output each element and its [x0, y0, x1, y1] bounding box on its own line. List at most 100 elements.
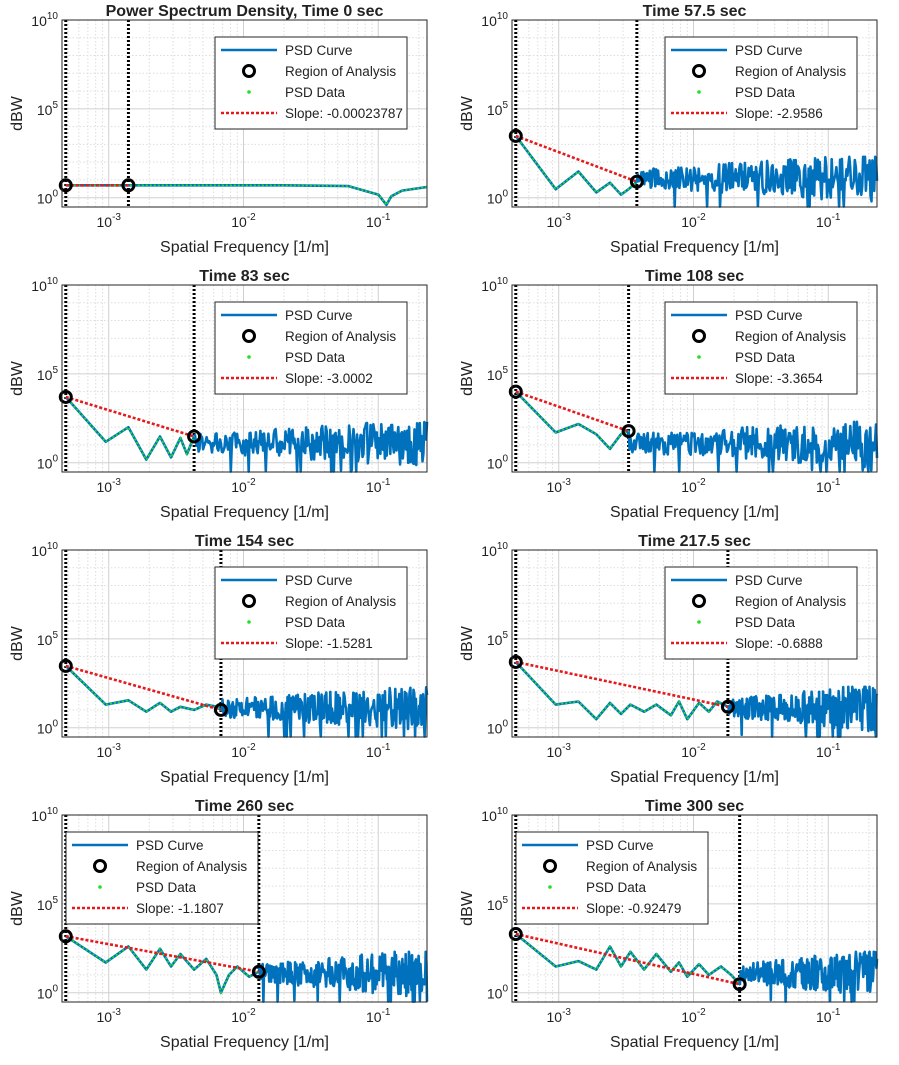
y-tick-label-exp: 5: [502, 100, 508, 111]
y-tick-label-exp: 5: [502, 895, 508, 906]
y-tick-label-base: 10: [37, 367, 53, 383]
legend-entry: PSD Data: [735, 350, 796, 365]
x-tick-label: 10-3: [546, 742, 571, 760]
x-tick-label-exp: -2: [697, 477, 706, 488]
x-tick-label-base: 10: [366, 1009, 382, 1025]
region-start-marker: [58, 178, 73, 193]
legend-data-swatch: [247, 90, 251, 94]
legend-entry: PSD Data: [586, 880, 647, 895]
slope-fit-line: [65, 664, 222, 712]
y-tick-label-base: 10: [31, 543, 47, 559]
legend: PSD Curve Region of Analysis PSD Data Slope…: [664, 301, 858, 395]
legend-entry: PSD Curve: [735, 308, 803, 323]
region-start-marker: [58, 929, 73, 944]
y-tick-label-base: 10: [31, 278, 47, 294]
y-tick-label: 105: [487, 100, 509, 118]
y-tick-label-base: 10: [37, 721, 53, 737]
legend-region-swatch: [242, 64, 256, 78]
region-start-marker: [508, 128, 523, 143]
y-tick-label-exp: 0: [502, 189, 508, 200]
psd-panel-3: 10-3 10-2 10-1 100 105 1010 Time 83 sec Spatial…: [0, 265, 449, 530]
region-end-marker: [187, 429, 202, 444]
x-tick-label: 10-2: [231, 742, 256, 760]
legend-entry: Region of Analysis: [285, 329, 396, 344]
y-axis-label: dBW: [9, 360, 26, 396]
y-tick-label-base: 10: [481, 543, 497, 559]
x-tick-label-base: 10: [366, 214, 382, 230]
region-start-marker: [508, 654, 523, 669]
y-tick-label: 1010: [31, 806, 58, 824]
x-tick-label-base: 10: [96, 479, 112, 495]
y-tick-label-base: 10: [487, 191, 503, 207]
y-tick-label: 105: [487, 365, 509, 383]
y-tick-label-base: 10: [31, 808, 47, 824]
x-tick-label-exp: -2: [247, 1007, 256, 1018]
x-tick-label-base: 10: [96, 744, 112, 760]
region-start-marker: [508, 384, 523, 399]
psd-curve-line: [514, 135, 879, 208]
x-tick-label: 10-3: [546, 212, 571, 230]
x-tick-label-exp: -3: [562, 477, 571, 488]
psd-curve-line: [64, 664, 429, 738]
y-tick-label-exp: 5: [52, 630, 58, 641]
y-tick-label-base: 10: [37, 456, 53, 472]
x-tick-label-base: 10: [546, 214, 562, 230]
y-axis-label: dBW: [459, 890, 476, 926]
legend-entry: PSD Data: [285, 350, 346, 365]
psd-curve-line: [514, 661, 879, 738]
x-tick-label-exp: -3: [112, 212, 121, 223]
y-tick-label-exp: 0: [502, 719, 508, 730]
chart-title: Time 154 sec: [195, 533, 294, 550]
legend-data-swatch: [697, 355, 701, 359]
x-tick-label-base: 10: [816, 744, 832, 760]
legend-data-swatch: [247, 355, 251, 359]
x-axis-label: Spatial Frequency [1/m]: [610, 239, 779, 256]
x-tick-label: 10-1: [816, 212, 841, 230]
y-tick-label-base: 10: [37, 191, 53, 207]
y-tick-label-exp: 10: [497, 806, 509, 817]
x-tick-label: 10-2: [231, 1007, 256, 1025]
x-tick-label: 10-1: [366, 1007, 391, 1025]
legend-entry: Slope: -3.0002: [285, 371, 373, 386]
y-tick-label-exp: 5: [502, 365, 508, 376]
x-tick-label-base: 10: [231, 744, 247, 760]
x-tick-label: 10-2: [231, 477, 256, 495]
x-tick-label-base: 10: [816, 1009, 832, 1025]
chart-title: Time 108 sec: [645, 268, 744, 285]
legend-entry: Region of Analysis: [285, 594, 396, 609]
x-tick-label-exp: -3: [562, 212, 571, 223]
x-tick-label-exp: -3: [562, 1007, 571, 1018]
legend-entry: PSD Curve: [285, 308, 353, 323]
y-tick-label-exp: 10: [497, 11, 509, 22]
x-tick-label: 10-3: [96, 477, 121, 495]
y-tick-label: 1010: [481, 541, 508, 559]
x-axis-label: Spatial Frequency [1/m]: [160, 504, 329, 521]
x-tick-label: 10-1: [366, 477, 391, 495]
slope-fit-line: [65, 934, 260, 974]
chart-title: Time 57.5 sec: [643, 3, 747, 20]
x-tick-label-base: 10: [681, 479, 697, 495]
x-tick-label-exp: -3: [112, 477, 121, 488]
x-tick-label-exp: -2: [247, 477, 256, 488]
y-tick-label: 1010: [481, 11, 508, 29]
psd-data-line: [65, 184, 428, 207]
x-tick-label-exp: -2: [697, 1007, 706, 1018]
y-tick-label-exp: 0: [52, 719, 58, 730]
x-tick-label: 10-1: [366, 212, 391, 230]
legend-data-swatch: [697, 90, 701, 94]
x-tick-label-exp: -1: [382, 1007, 391, 1018]
axes-box: [511, 549, 878, 738]
y-tick-label: 105: [37, 895, 59, 913]
legend-region-swatch: [242, 594, 256, 608]
legend-entry: Region of Analysis: [735, 594, 846, 609]
y-tick-label: 100: [487, 454, 509, 472]
legend-entry: Slope: -0.00023787: [285, 106, 403, 121]
legend-entry: PSD Curve: [735, 43, 803, 58]
y-tick-label-exp: 0: [502, 984, 508, 995]
x-tick-label-exp: -2: [247, 742, 256, 753]
legend-entry: PSD Curve: [136, 838, 204, 853]
